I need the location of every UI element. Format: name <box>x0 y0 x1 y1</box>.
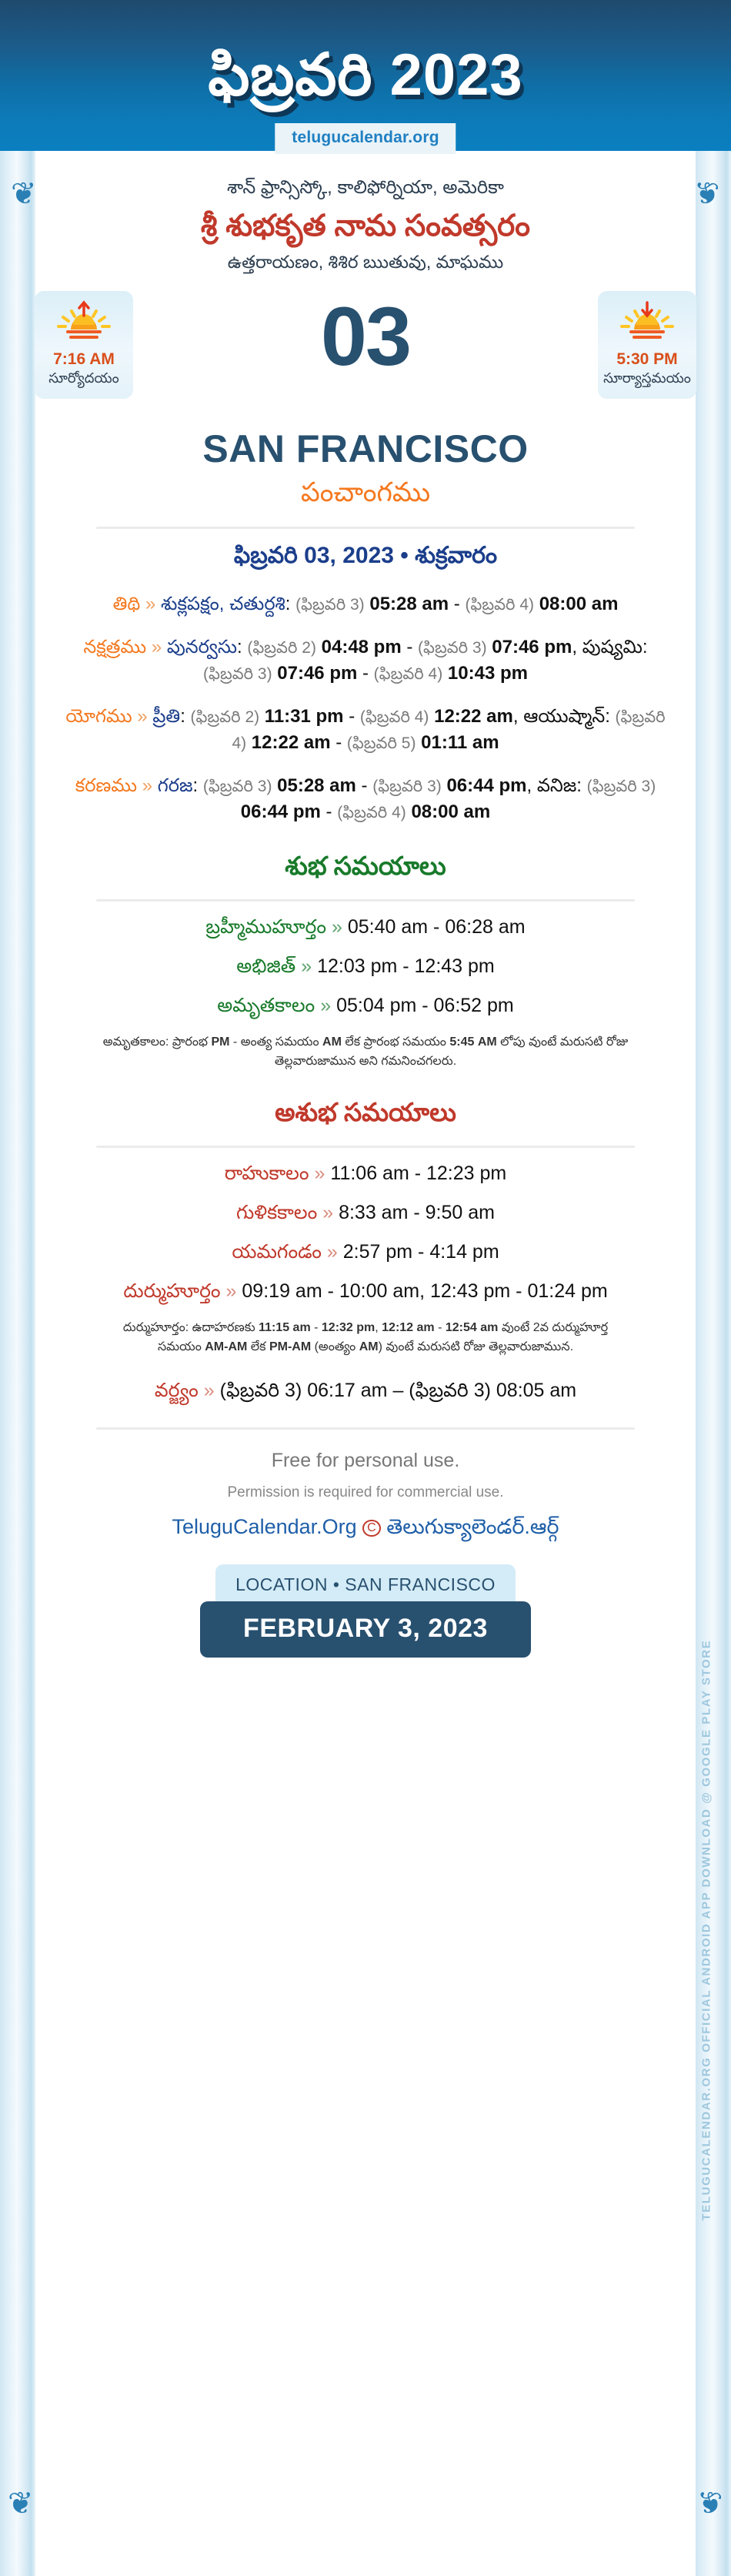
divider <box>96 526 635 529</box>
chevron-right-icon: » <box>320 995 332 1017</box>
chevron-right-icon: » <box>137 706 148 728</box>
shubha-section-title: శుభ సమయాలు <box>285 851 446 881</box>
chevron-right-icon: » <box>314 1162 325 1184</box>
ashubha-label: దుర్ముహూర్తం <box>123 1280 221 1302</box>
panchangam-label: తిథి <box>112 593 141 614</box>
panchangam-row: యోగము » ప్రీతి: (ఫిబ్రవరి 2) 11:31 pm - … <box>65 704 666 756</box>
varjyam-label: వర్జ్యం <box>154 1379 199 1401</box>
panchangam-label: నక్షత్రము <box>83 636 147 657</box>
divider <box>96 1145 635 1148</box>
ayanam-ritu-masam: ఉత్తరాయణం, శిశిర ఋతువు, మాఘము <box>227 251 504 272</box>
ornament-flourish-icon: ❦ <box>694 177 720 211</box>
panchangam-name: పునర్వసు <box>166 636 238 657</box>
left-rail: SAN FRANCISCO TELUGU PANCHANGAM DAILY FE… <box>0 151 35 2576</box>
panchangam-detail: : (ఫిబ్రవరి 3) 05:28 am - (ఫిబ్రవరి 4) 0… <box>285 593 619 614</box>
ashubha-label: యమగండం <box>232 1240 322 1263</box>
right-rail: TELUGUCALENDAR.ORG OFFICIAL ANDROID APP … <box>696 151 731 2576</box>
city-title: SAN FRANCISCO <box>202 427 529 470</box>
panchangam-row: తిథి » శుక్లపక్షం, చతుర్దశి: (ఫిబ్రవరి 3… <box>65 591 666 617</box>
sunset-icon <box>620 301 674 339</box>
divider <box>96 899 635 902</box>
ashubha-time: 2:57 pm - 4:14 pm <box>342 1240 499 1263</box>
shubha-time: 05:40 am - 06:28 am <box>347 916 526 938</box>
right-rail-text: TELUGUCALENDAR.ORG OFFICIAL ANDROID APP … <box>699 1639 713 2221</box>
ashubha-label: రాహుకాలం <box>224 1162 309 1184</box>
sunset-box: 5:30 PM సూర్యాస్తమయం <box>598 290 696 399</box>
shubha-row: అమృతకాలం » 05:04 pm - 06:52 pm <box>35 992 696 1019</box>
panchangam-row: కరణము » గరజ: (ఫిబ్రవరి 3) 05:28 am - (ఫి… <box>65 773 666 825</box>
chevron-right-icon: » <box>225 1280 237 1302</box>
varjyam-row: వర్జ్యం » (ఫిబ్రవరి 3) 06:17 am – (ఫిబ్ర… <box>35 1377 696 1404</box>
ashubha-time: 09:19 am - 10:00 am, 12:43 pm - 01:24 pm <box>242 1280 608 1302</box>
ashubha-row: గుళికకాలం » 8:33 am - 9:50 am <box>35 1199 696 1226</box>
chevron-right-icon: » <box>203 1379 215 1401</box>
date-badge: FEBRUARY 3, 2023 <box>200 1601 531 1658</box>
ashubha-time: 11:06 am - 12:23 pm <box>330 1162 507 1184</box>
shubha-label: అమృతకాలం <box>217 995 315 1017</box>
shubha-row: అభిజిత్ » 12:03 pm - 12:43 pm <box>35 953 696 980</box>
shubha-row: బ్రహ్మీముహూర్తం » 05:40 am - 06:28 am <box>35 914 696 941</box>
main-content: శాన్ ఫ్రాన్సిస్కో, కాలిఫోర్నియా, అమెరికా… <box>35 151 696 1688</box>
shubha-label: బ్రహ్మీముహూర్తం <box>205 916 327 938</box>
ashubha-section-title: అశుభ సమయాలు <box>275 1097 456 1126</box>
panchangam-row: నక్షత్రము » పునర్వసు: (ఫిబ్రవరి 2) 04:48… <box>65 634 666 687</box>
shubha-time: 05:04 pm - 06:52 pm <box>336 995 514 1017</box>
location-subtitle: శాన్ ఫ్రాన్సిస్కో, కాలిఫోర్నియా, అమెరికా <box>227 177 504 198</box>
sunset-time: 5:30 PM <box>616 350 678 368</box>
ashubha-note: దుర్ముహూర్తం: ఉదాహరణకు 11:15 am - 12:32 … <box>122 1320 609 1353</box>
brand-te: తెలుగుక్యాలెండర్.ఆర్గ్ <box>386 1514 559 1538</box>
sunrise-label: సూర్యోదయం <box>48 370 119 386</box>
chevron-right-icon: » <box>151 636 162 657</box>
free-use-text: Free for personal use. <box>271 1449 460 1471</box>
ornament-flourish-icon: ❦ <box>697 2487 723 2521</box>
permission-text: Permission is required for commercial us… <box>227 1484 504 1500</box>
shubha-list: బ్రహ్మీముహూర్తం » 05:40 am - 06:28 am అభి… <box>35 914 696 1019</box>
sunset-label: సూర్యాస్తమయం <box>603 370 691 386</box>
sun-row: 7:16 AM సూర్యోదయం 03 <box>35 289 696 408</box>
panchangam-name: ప్రీతి <box>152 706 181 728</box>
panchangam-detail: : (ఫిబ్రవరి 3) 05:28 am - (ఫిబ్రవరి 3) 0… <box>192 775 656 823</box>
date-weekday-line: ఫిబ్రవరి 03, 2023 • శుక్రవారం <box>233 542 498 568</box>
panchangam-list: తిథి » శుక్లపక్షం, చతుర్దశి: (ఫిబ్రవరి 3… <box>35 591 696 826</box>
shubha-time: 12:03 pm - 12:43 pm <box>317 955 495 978</box>
ashubha-label: గుళికకాలం <box>236 1201 318 1223</box>
page-title: ఫిబ్రవరి 2023 <box>208 42 523 108</box>
varjyam-detail: (ఫిబ్రవరి 3) 06:17 am – (ఫిబ్రవరి 3) 08:… <box>219 1379 577 1401</box>
chevron-right-icon: » <box>322 1201 334 1223</box>
samvatsaram-title: శ్రీ శుభకృత నామ సంవత్సరం <box>200 209 531 243</box>
shubha-note: అమృతకాలం: ప్రారంభ PM - అంత్య సమయం AM లేక… <box>102 1035 629 1069</box>
site-url-chip[interactable]: telugucalendar.org <box>275 123 456 154</box>
ashubha-row: దుర్ముహూర్తం » 09:19 am - 10:00 am, 12:4… <box>35 1278 696 1305</box>
brand-en: TeluguCalendar.Org <box>172 1514 357 1538</box>
panchangam-subtitle: పంచాంగము <box>300 477 431 507</box>
copyright-icon: C <box>362 1519 381 1537</box>
sunrise-box: 7:16 AM సూర్యోదయం <box>35 290 133 399</box>
panchangam-detail: : (ఫిబ్రవరి 2) 11:31 pm - (ఫిబ్రవరి 4) 1… <box>180 706 666 754</box>
panchangam-label: యోగము <box>65 706 132 728</box>
panchangam-name: శుక్లపక్షం, చతుర్దశి <box>160 593 285 614</box>
chevron-right-icon: » <box>332 916 342 938</box>
location-badge: LOCATION • SAN FRANCISCO <box>215 1564 516 1607</box>
ashubha-list: రాహుకాలం » 11:06 am - 12:23 pm గుళికకాలం … <box>35 1160 696 1305</box>
ashubha-row: రాహుకాలం » 11:06 am - 12:23 pm <box>35 1160 696 1187</box>
chevron-right-icon: » <box>301 955 312 978</box>
sunrise-time: 7:16 AM <box>53 350 115 368</box>
sunrise-icon <box>57 300 111 339</box>
ashubha-time: 8:33 am - 9:50 am <box>339 1201 495 1223</box>
divider <box>96 1427 635 1430</box>
day-number: 03 <box>320 289 412 383</box>
ashubha-row: యమగండం » 2:57 pm - 4:14 pm <box>35 1239 696 1266</box>
panchangam-name: గరజ <box>157 775 193 797</box>
panchangam-label: కరణము <box>75 775 138 797</box>
chevron-right-icon: » <box>326 1240 338 1263</box>
shubha-label: అభిజిత్ <box>236 955 296 978</box>
chevron-right-icon: » <box>145 593 156 614</box>
ornament-flourish-icon: ❦ <box>8 2487 34 2521</box>
brand-line: TeluguCalendar.Org C తెలుగుక్యాలెండర్.ఆర… <box>35 1515 696 1544</box>
panchangam-detail: : (ఫిబ్రవరి 2) 04:48 pm - (ఫిబ్రవరి 3) 0… <box>203 636 648 684</box>
chevron-right-icon: » <box>142 775 153 797</box>
ornament-flourish-icon: ❦ <box>11 177 37 211</box>
